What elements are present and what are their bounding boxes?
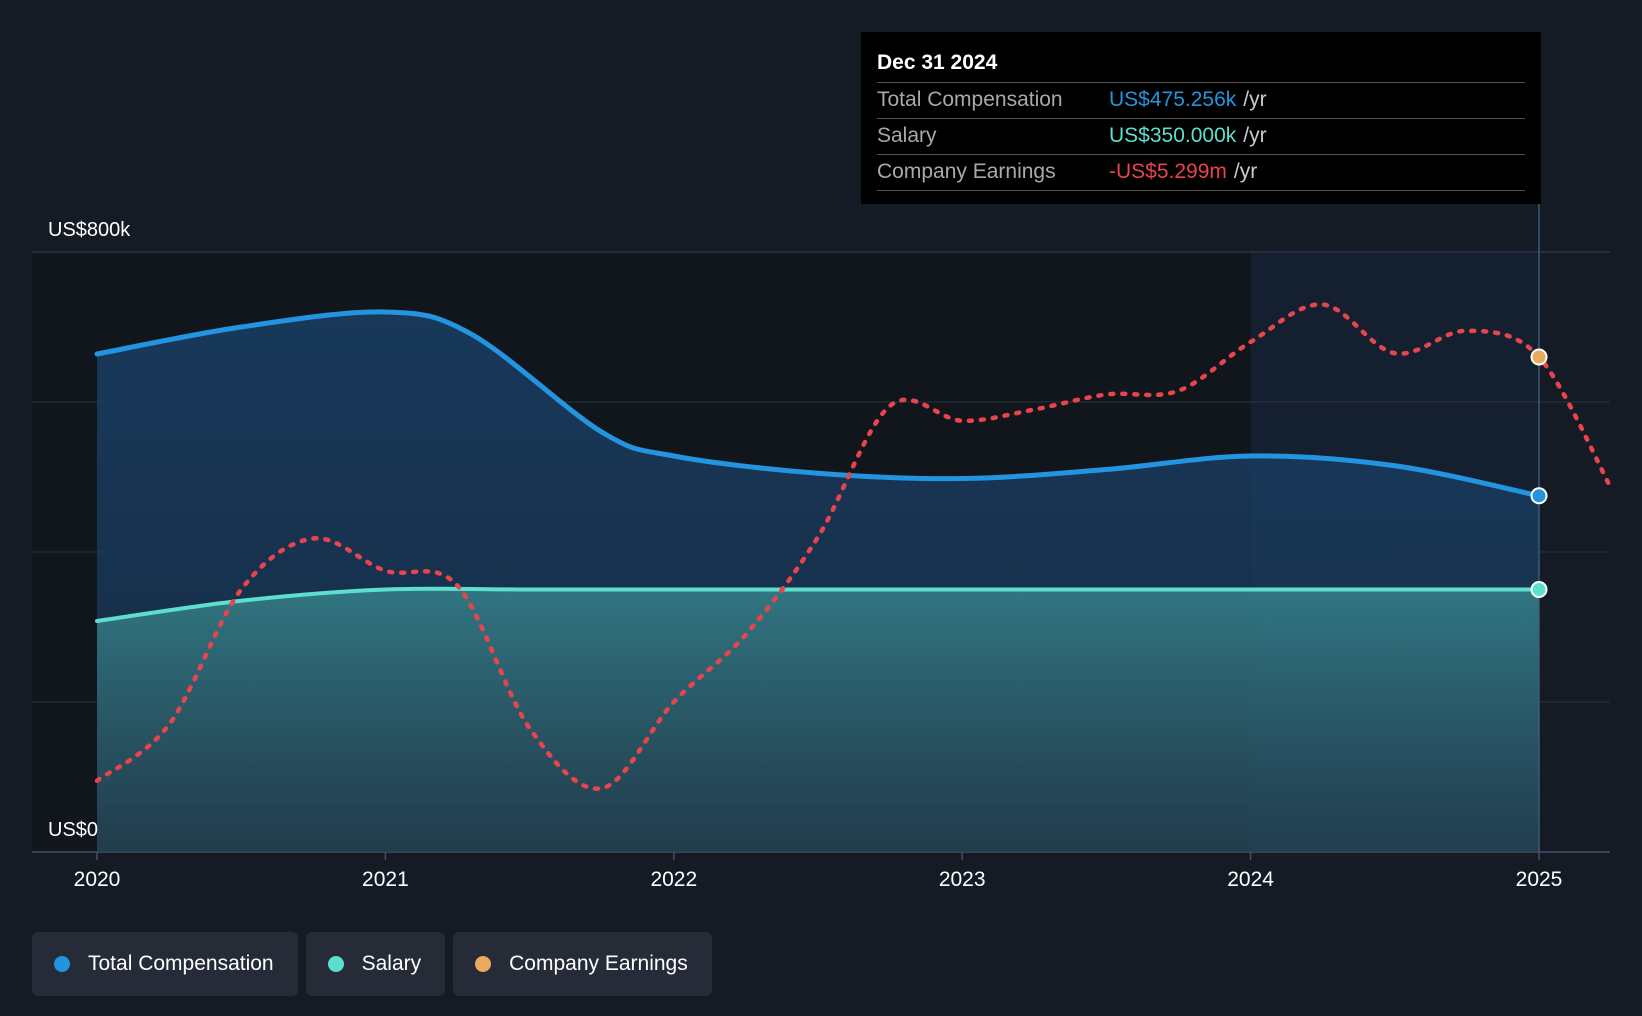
tooltip-row-company-earnings: Company Earnings -US$5.299m /yr [877,155,1525,191]
company-earnings-line [94,302,1614,791]
company-earnings-marker [1530,348,1548,366]
x-axis-label: 2025 [1516,868,1563,891]
salary-line [95,586,1541,623]
tooltip-label: Company Earnings [877,160,1056,183]
legend-item-company-earnings[interactable]: Company Earnings [453,932,712,996]
total-compensation-line [94,309,1542,499]
x-axis-label: 2020 [74,868,121,891]
tooltip-value: US$475.256k [1109,88,1237,111]
tooltip-value: US$350.000k [1109,124,1237,147]
x-axis-label: 2024 [1227,868,1274,891]
total-compensation-marker [1530,487,1548,505]
tooltip-unit: /yr [1233,160,1258,183]
legend-label: Company Earnings [509,952,688,975]
tooltip-row-salary: Salary US$350.000k /yr [877,119,1525,155]
tooltip-label: Salary [877,124,937,147]
tooltip-label: Total Compensation [877,88,1063,111]
tooltip-value: -US$5.299m [1109,160,1227,183]
legend-label: Total Compensation [88,952,274,975]
legend-dot-icon [327,956,344,972]
tooltip-date: Dec 31 2024 [877,32,1525,83]
tooltip-unit: /yr [1243,124,1267,147]
salary-marker [1530,581,1548,598]
chart-tooltip: Dec 31 2024 Total Compensation US$475.25… [861,32,1541,204]
legend-dot-icon [475,956,492,972]
tooltip-unit: /yr [1243,88,1267,111]
x-axis-label: 2022 [650,868,697,891]
legend-dot-icon [54,956,70,972]
tooltip-row-total-compensation: Total Compensation US$475.256k /yr [877,83,1525,119]
legend-label: Salary [361,952,422,975]
x-axis-label: 2021 [362,868,409,891]
y-axis-label-max: US$800k [48,219,131,241]
x-axis-label: 2023 [939,868,986,891]
y-axis-label-min: US$0 [48,819,98,841]
legend-item-salary[interactable]: Salary [305,932,446,996]
chart-legend: Total Compensation Salary Company Earnin… [32,932,712,996]
salary-area [97,588,1539,852]
legend-item-total-compensation[interactable]: Total Compensation [32,932,298,996]
